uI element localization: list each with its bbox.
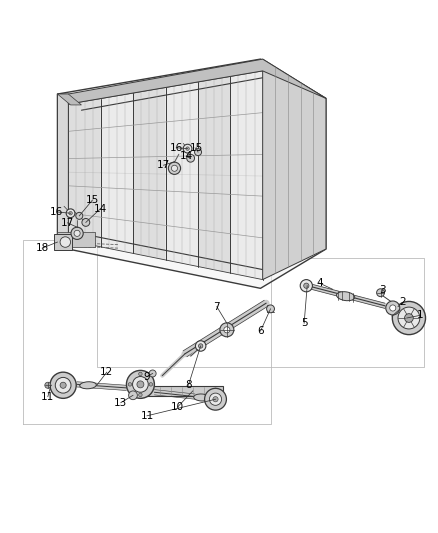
Circle shape [300, 280, 312, 292]
Circle shape [377, 289, 385, 297]
Text: 2: 2 [399, 297, 406, 308]
Circle shape [187, 154, 194, 162]
Text: 18: 18 [35, 243, 49, 253]
Text: 14: 14 [180, 151, 193, 161]
Circle shape [127, 370, 154, 398]
Text: 16: 16 [50, 207, 63, 217]
Circle shape [405, 313, 413, 322]
Polygon shape [57, 59, 326, 288]
Polygon shape [101, 93, 133, 253]
Text: 16: 16 [170, 143, 183, 153]
Polygon shape [166, 82, 198, 266]
Ellipse shape [194, 394, 209, 401]
Circle shape [50, 372, 76, 398]
Circle shape [71, 227, 83, 239]
Circle shape [74, 230, 80, 236]
Circle shape [76, 212, 83, 220]
Circle shape [198, 344, 203, 348]
Polygon shape [57, 94, 81, 105]
Circle shape [139, 372, 142, 376]
Text: 9: 9 [144, 372, 150, 382]
Circle shape [209, 393, 222, 405]
Circle shape [213, 397, 218, 402]
Text: 17: 17 [61, 218, 74, 228]
Polygon shape [263, 59, 326, 280]
Text: 6: 6 [257, 326, 264, 336]
Circle shape [129, 391, 138, 400]
Circle shape [392, 302, 426, 335]
Circle shape [69, 212, 72, 215]
Circle shape [304, 283, 309, 288]
Text: 15: 15 [86, 195, 99, 205]
Circle shape [133, 376, 148, 392]
Text: 17: 17 [157, 160, 170, 170]
Ellipse shape [80, 382, 96, 389]
Circle shape [390, 305, 396, 311]
Polygon shape [68, 99, 101, 247]
Circle shape [137, 381, 144, 388]
Circle shape [149, 383, 152, 386]
Text: 13: 13 [114, 398, 127, 408]
Text: 10: 10 [171, 402, 184, 412]
Circle shape [194, 149, 201, 156]
Circle shape [171, 165, 177, 171]
Text: 8: 8 [185, 380, 192, 390]
Text: 5: 5 [301, 318, 307, 328]
Circle shape [55, 377, 71, 393]
Circle shape [82, 219, 90, 227]
Ellipse shape [336, 292, 355, 301]
Polygon shape [57, 94, 68, 247]
Polygon shape [57, 231, 95, 247]
Circle shape [66, 209, 75, 217]
Circle shape [139, 393, 142, 397]
Circle shape [45, 382, 51, 389]
Circle shape [398, 307, 420, 329]
Text: 15: 15 [190, 143, 203, 153]
Circle shape [60, 382, 66, 389]
Polygon shape [198, 76, 230, 273]
Circle shape [186, 147, 189, 150]
Circle shape [183, 144, 192, 153]
Circle shape [149, 370, 156, 377]
Polygon shape [230, 71, 263, 280]
Text: 4: 4 [316, 278, 323, 288]
Circle shape [205, 389, 226, 410]
Polygon shape [54, 234, 72, 250]
Circle shape [220, 323, 234, 337]
Circle shape [224, 327, 230, 333]
Text: 11: 11 [41, 392, 54, 401]
Polygon shape [133, 87, 166, 260]
Circle shape [168, 162, 180, 174]
Text: 11: 11 [140, 411, 154, 421]
Polygon shape [130, 386, 223, 396]
Circle shape [128, 383, 132, 386]
Polygon shape [68, 59, 326, 104]
Text: 14: 14 [94, 204, 107, 214]
Text: 12: 12 [100, 367, 113, 377]
Circle shape [60, 237, 71, 247]
Text: 7: 7 [213, 302, 220, 312]
Circle shape [195, 341, 206, 351]
Circle shape [386, 301, 400, 315]
Text: 3: 3 [379, 285, 386, 295]
Circle shape [267, 305, 275, 313]
Text: 1: 1 [417, 310, 423, 320]
